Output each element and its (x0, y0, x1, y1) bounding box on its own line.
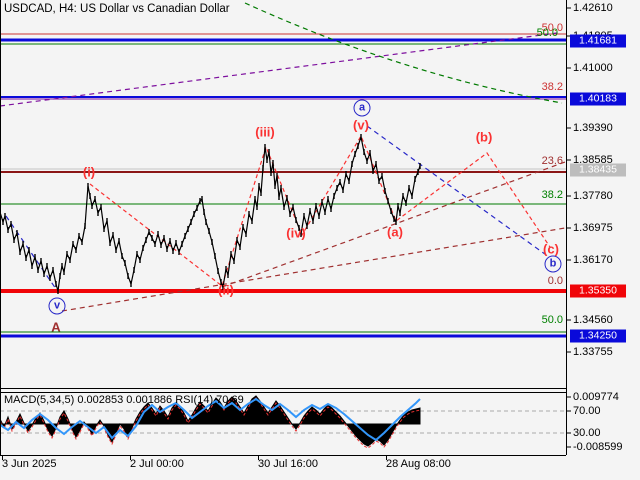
wave-label-(iii)[interactable]: (iii) (255, 124, 275, 140)
price-axis-label: 1.36170 (573, 254, 613, 266)
fib-label-50.0-1: 50.0 (536, 27, 558, 39)
wave-label-(a)[interactable]: (a) (387, 224, 403, 240)
price-axis-label: 30.00 (573, 427, 601, 439)
price-axis-label: 1.41000 (573, 62, 613, 74)
trend-line-0[interactable] (0, 32, 558, 107)
price-axis-label: 70.00 (573, 405, 601, 417)
price-axis-label: 1.36975 (573, 222, 613, 234)
fib-label-0.0-5: 0.0 (547, 275, 563, 287)
macd-signal-line[interactable] (0, 397, 421, 449)
wave-label-(iv)[interactable]: (iv) (286, 225, 306, 241)
wave-label-b[interactable]: b (544, 255, 562, 273)
time-axis-label: 2 Jul 00:00 (130, 458, 184, 470)
wave-label-(v)[interactable]: (v) (353, 117, 369, 133)
time-axis-label: 28 Aug 08:00 (386, 458, 451, 470)
price-axis-label: 1.38585 (573, 154, 613, 166)
wave-label-(i)[interactable]: (i) (82, 164, 96, 180)
price-badge-1.38435[interactable]: 1.38435 (570, 163, 626, 177)
fib-label-38.2-2: 38.2 (541, 81, 563, 93)
price-badge-1.35350[interactable]: 1.35350 (570, 284, 626, 298)
price-badge-1.40183[interactable]: 1.40183 (570, 92, 626, 106)
chart-title: USDCAD, H4: US Dollar vs Canadian Dollar (4, 3, 230, 15)
price-series-bars[interactable] (0, 134, 421, 294)
trend-line-5[interactable] (221, 161, 566, 288)
wave-label-v[interactable]: v (48, 297, 66, 315)
wave-label-A[interactable]: A (51, 319, 61, 335)
macd-indicator-label: MACD(5,34,5) 0.002853 0.001886 RSI(14) 7… (4, 394, 244, 406)
price-axis-label: 1.39390 (573, 122, 613, 134)
price-badge-1.41681[interactable]: 1.41681 (570, 34, 626, 48)
fib-label-50.0-6: 50.0 (541, 314, 563, 326)
time-axis-label: 3 Jun 2025 (2, 458, 57, 470)
price-axis-label: 1.37780 (573, 190, 613, 202)
trend-line-1[interactable] (244, 2, 563, 104)
trend-line-4[interactable] (61, 227, 566, 312)
wave-label-a[interactable]: a (353, 99, 371, 117)
wave-label-(b)[interactable]: (b) (475, 129, 493, 145)
price-axis-label: 0.009774 (573, 391, 619, 403)
wave-label-(c)[interactable]: (c) (543, 241, 559, 257)
price-badge-1.34250[interactable]: 1.34250 (570, 329, 626, 343)
time-axis-label: 30 Jul 16:00 (258, 458, 318, 470)
price-series-line[interactable] (0, 134, 421, 292)
fib-label-38.2-4: 38.2 (541, 189, 563, 201)
price-axis-label: -0.008599 (573, 441, 623, 453)
fib-label-23.6-3: 23.6 (541, 155, 563, 167)
trend-line-3[interactable] (366, 125, 550, 258)
price-axis-label: 1.42610 (573, 2, 613, 14)
fib-label-50.0-0: 50.0 (541, 22, 563, 34)
price-axis-label: 1.34560 (573, 314, 613, 326)
trend-line-2[interactable] (5, 215, 57, 290)
price-axis-label: 1.33755 (573, 346, 613, 358)
rsi-line[interactable] (0, 397, 421, 442)
wave-label-(ii)[interactable]: (ii) (218, 282, 234, 298)
